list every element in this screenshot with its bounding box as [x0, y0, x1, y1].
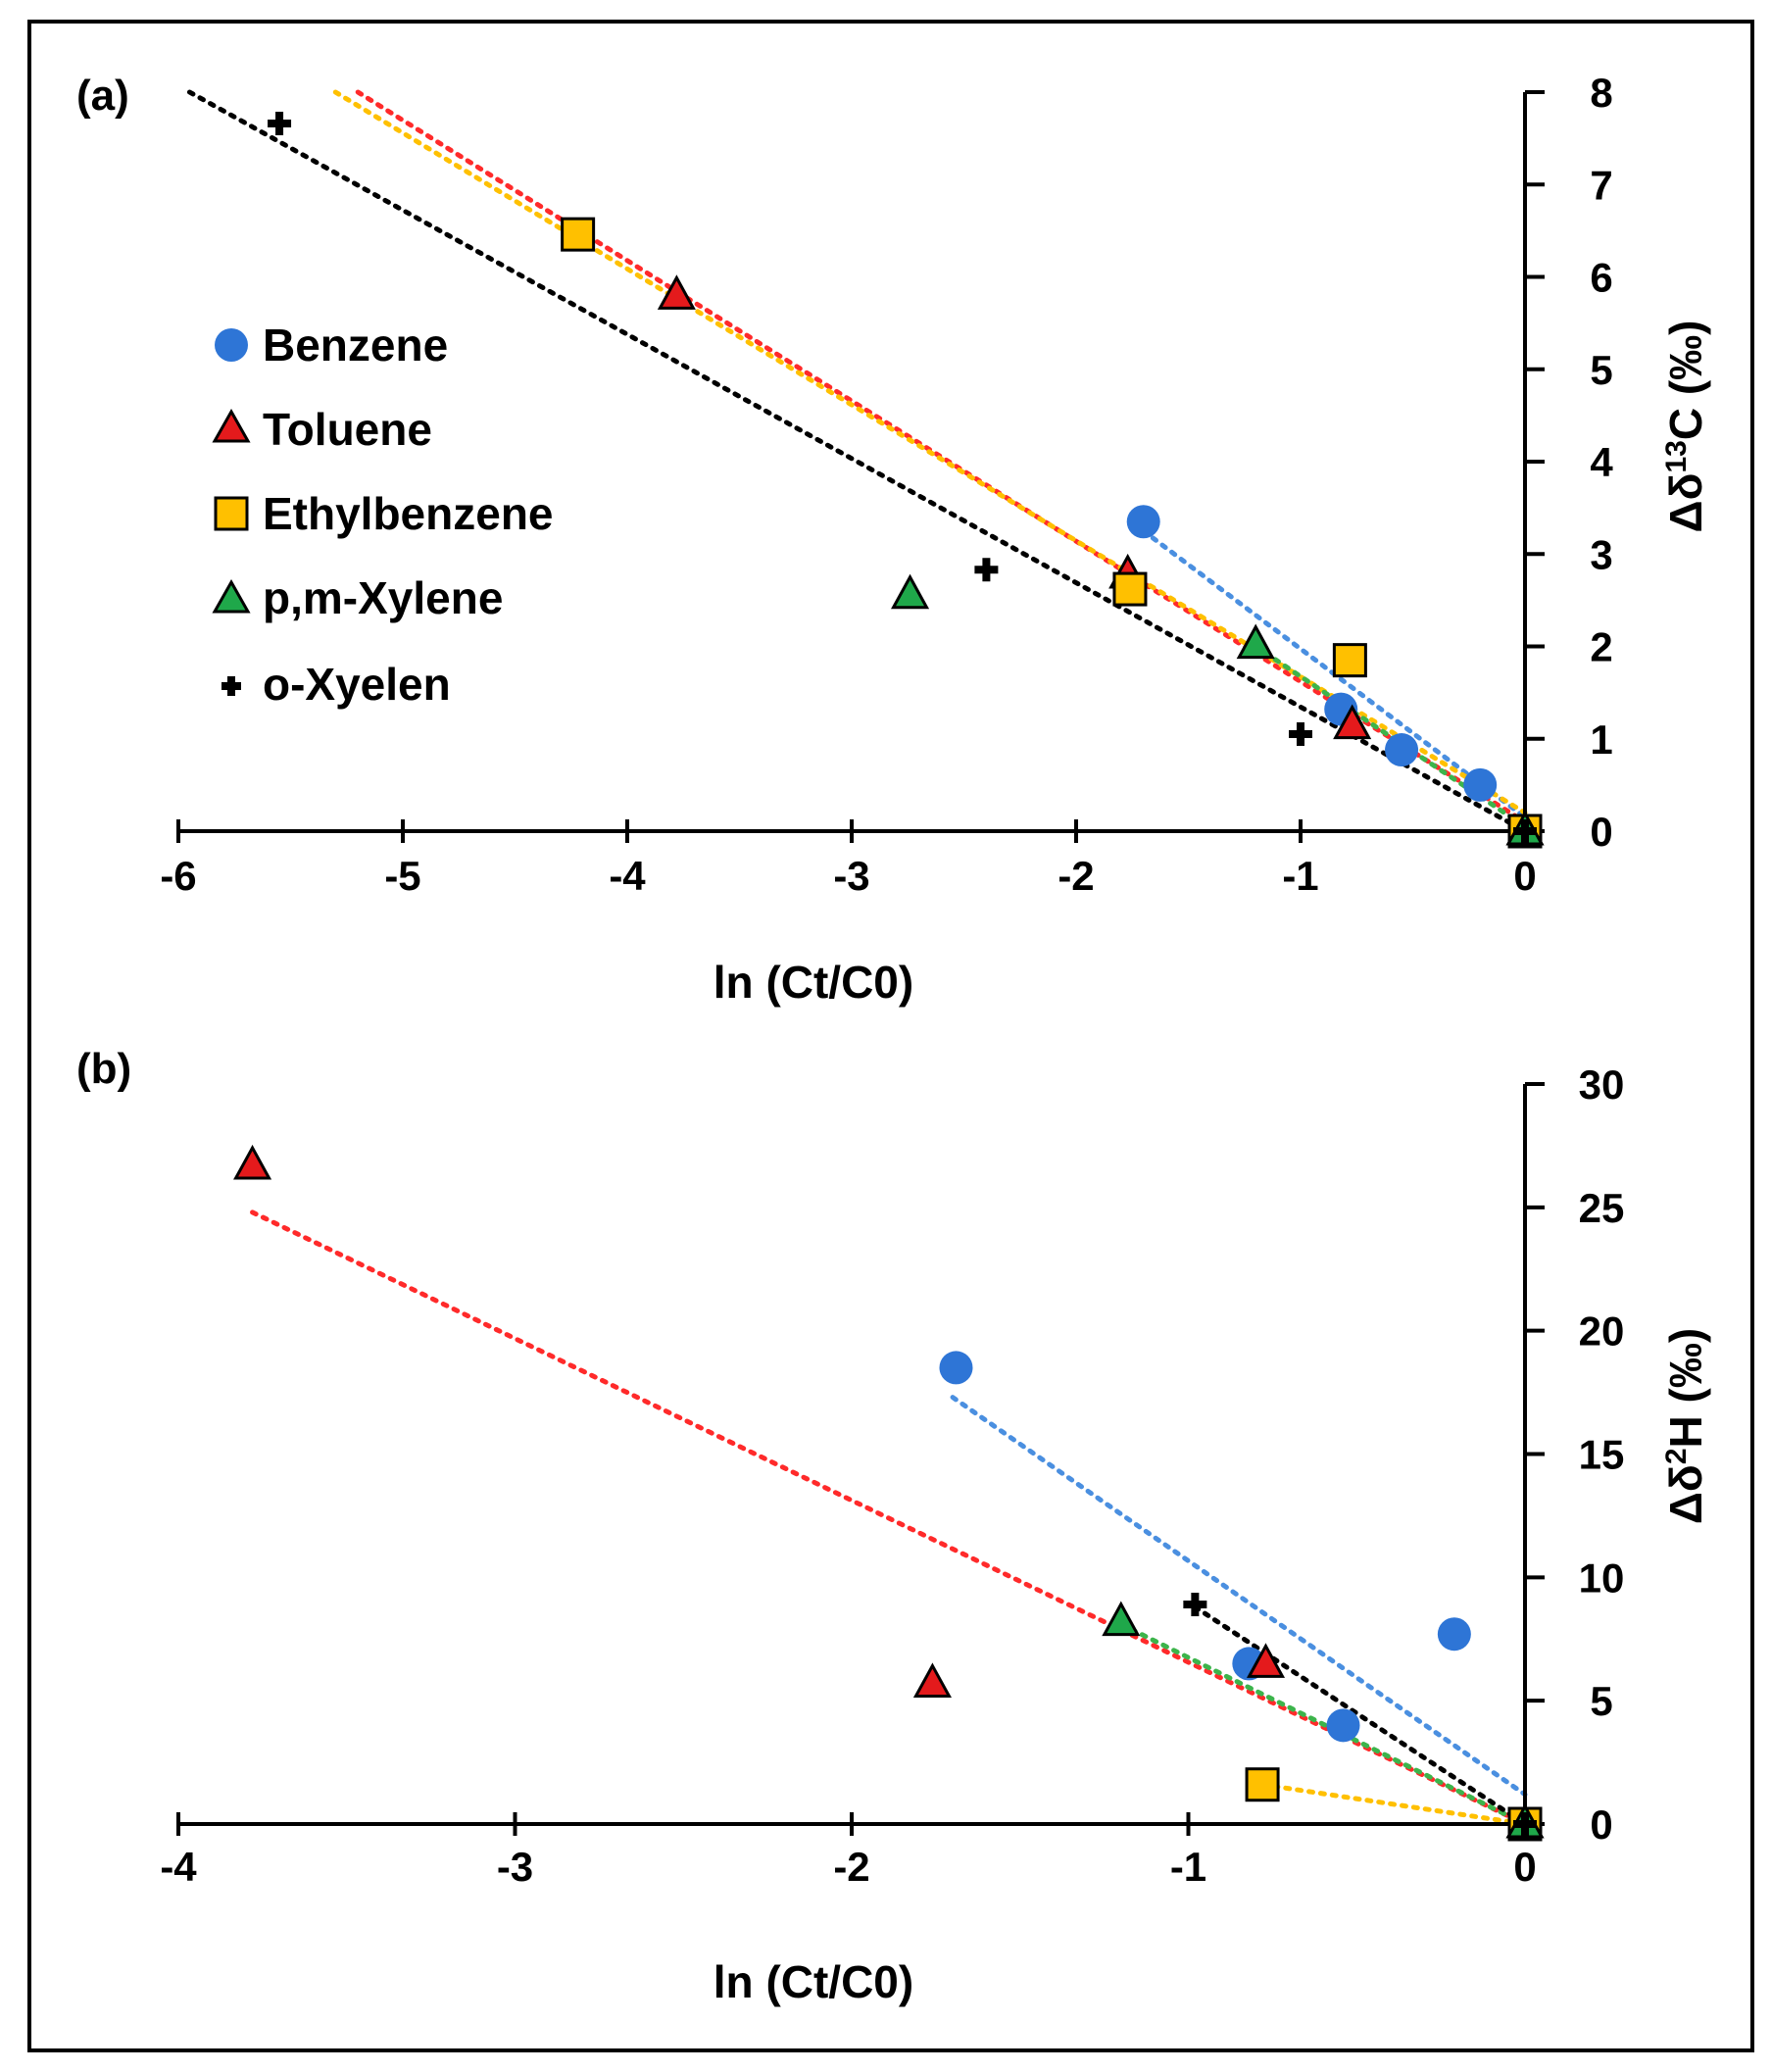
y-tick-label: 0 — [1590, 1801, 1612, 1848]
point-benzene — [939, 1351, 972, 1384]
y-tick-label: 20 — [1579, 1308, 1625, 1355]
panel-a-y-label-rest: C (‰) — [1660, 321, 1711, 441]
y-tick-label: 2 — [1590, 624, 1612, 670]
y-tick-label: 25 — [1579, 1185, 1625, 1231]
y-tick-label: 5 — [1590, 1678, 1612, 1724]
x-tick-label: 0 — [1513, 853, 1536, 899]
panel-a-y-axis-label: Δδ13C (‰) — [1660, 321, 1711, 533]
point-ethylbenzene — [1247, 1769, 1278, 1801]
point-benzene — [1438, 1617, 1471, 1651]
x-tick-label: -1 — [1170, 1844, 1206, 1890]
point-benzene — [1463, 768, 1497, 802]
x-tick-label: -3 — [833, 853, 869, 899]
y-tick-label: 7 — [1590, 162, 1612, 208]
panel-b-y-label-sup: 2 — [1660, 1448, 1693, 1464]
panel-a-label: (a) — [76, 72, 129, 120]
legend-label-xylene-o: o-Xyelen — [263, 659, 451, 710]
y-tick-label: 0 — [1590, 809, 1612, 855]
panel-b-y-axis-label: Δδ2H (‰) — [1660, 1328, 1711, 1524]
panel-b-y-label-main: Δδ — [1660, 1464, 1711, 1524]
point-benzene — [1327, 1708, 1360, 1742]
x-tick-label: -4 — [160, 1844, 197, 1890]
legend-label-ethylbenzene: Ethylbenzene — [263, 488, 554, 539]
point-benzene — [1385, 733, 1418, 766]
panel-b-x-axis-label: ln (Ct/C0) — [713, 1956, 913, 2007]
point-ethylbenzene — [563, 219, 594, 250]
x-tick-label: -5 — [384, 853, 420, 899]
legend-label-benzene: Benzene — [263, 320, 448, 370]
x-tick-label: -4 — [609, 853, 646, 899]
x-tick-label: -2 — [1058, 853, 1094, 899]
x-tick-label: 0 — [1513, 1844, 1536, 1890]
x-tick-label: -1 — [1282, 853, 1318, 899]
panel-a-x-axis-label: ln (Ct/C0) — [713, 957, 913, 1008]
panel-b-label: (b) — [76, 1045, 131, 1093]
legend-marker-benzene — [215, 328, 248, 362]
legend-label-toluene: Toluene — [263, 404, 432, 455]
legend-label-xylene-pm: p,m-Xylene — [263, 572, 503, 623]
point-benzene — [1127, 505, 1160, 538]
x-tick-label: -2 — [833, 1844, 869, 1890]
x-tick-label: -3 — [497, 1844, 533, 1890]
legend-marker-ethylbenzene — [216, 498, 247, 529]
x-tick-label: -6 — [160, 853, 196, 899]
y-tick-label: 8 — [1590, 70, 1612, 116]
y-tick-label: 3 — [1590, 531, 1612, 577]
y-tick-label: 4 — [1590, 439, 1613, 485]
y-tick-label: 5 — [1590, 347, 1612, 393]
panel-b-y-label-rest: H (‰) — [1660, 1328, 1711, 1449]
legend-item-ethylbenzene: Ethylbenzene — [216, 488, 554, 539]
figure: (a) -6 -5 -4 -3 -2 -1 0 0 1 2 3 4 5 6 7 8 ln (Ct/C0) Δδ… — [0, 0, 1771, 2072]
y-tick-label: 30 — [1579, 1061, 1625, 1108]
panel-a-y-label-sup: 13 — [1660, 440, 1693, 472]
panel-a-y-label-main: Δδ — [1660, 473, 1711, 533]
y-tick-label: 1 — [1590, 716, 1612, 763]
y-tick-label: 10 — [1579, 1554, 1625, 1601]
y-tick-label: 6 — [1590, 255, 1612, 301]
y-tick-label: 15 — [1579, 1432, 1625, 1478]
point-ethylbenzene — [1114, 573, 1146, 605]
point-ethylbenzene — [1334, 645, 1365, 676]
